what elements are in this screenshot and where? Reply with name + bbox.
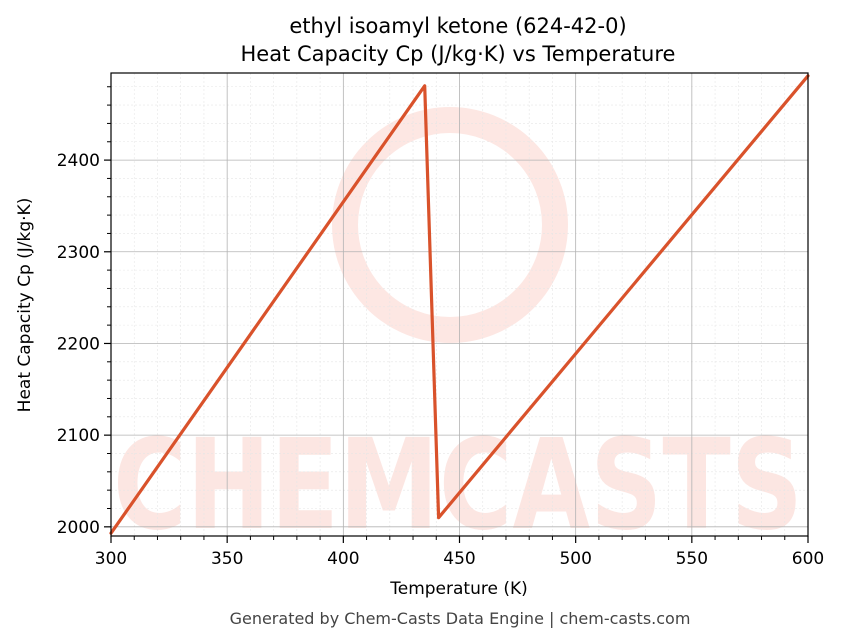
series-layer (109, 74, 810, 535)
x-tick-label: 400 (327, 549, 359, 569)
x-axis: 300 350 400 450 500 550 600 (95, 536, 824, 569)
x-tick-label: 550 (676, 549, 708, 569)
watermark: CHEMCASTS (113, 107, 803, 558)
chart-subtitle: Heat Capacity Cp (J/kg·K) vs Temperature (241, 42, 676, 66)
y-tick-label: 2000 (57, 518, 100, 538)
y-tick-label: 2400 (57, 151, 100, 171)
footer-credit: Generated by Chem-Casts Data Engine | ch… (230, 609, 691, 628)
y-tick-label: 2100 (57, 426, 100, 446)
y-axis-label: Heat Capacity Cp (J/kg·K) (15, 198, 35, 413)
x-tick-label: 300 (95, 549, 127, 569)
x-tick-label: 500 (559, 549, 591, 569)
chart-title: ethyl isoamyl ketone (624-42-0) (289, 14, 626, 38)
x-tick-label: 350 (211, 549, 243, 569)
plot-area: CHEMCASTS (109, 72, 810, 558)
y-axis: 2000 2100 2200 2300 2400 (57, 86, 111, 538)
watermark-ring (332, 107, 568, 343)
watermark-text: CHEMCASTS (113, 413, 803, 558)
x-tick-label: 600 (792, 549, 824, 569)
series-line (109, 74, 810, 535)
x-tick-label: 450 (443, 549, 475, 569)
y-tick-label: 2300 (57, 243, 100, 263)
y-tick-label: 2200 (57, 334, 100, 354)
x-axis-label: Temperature (K) (389, 579, 528, 599)
